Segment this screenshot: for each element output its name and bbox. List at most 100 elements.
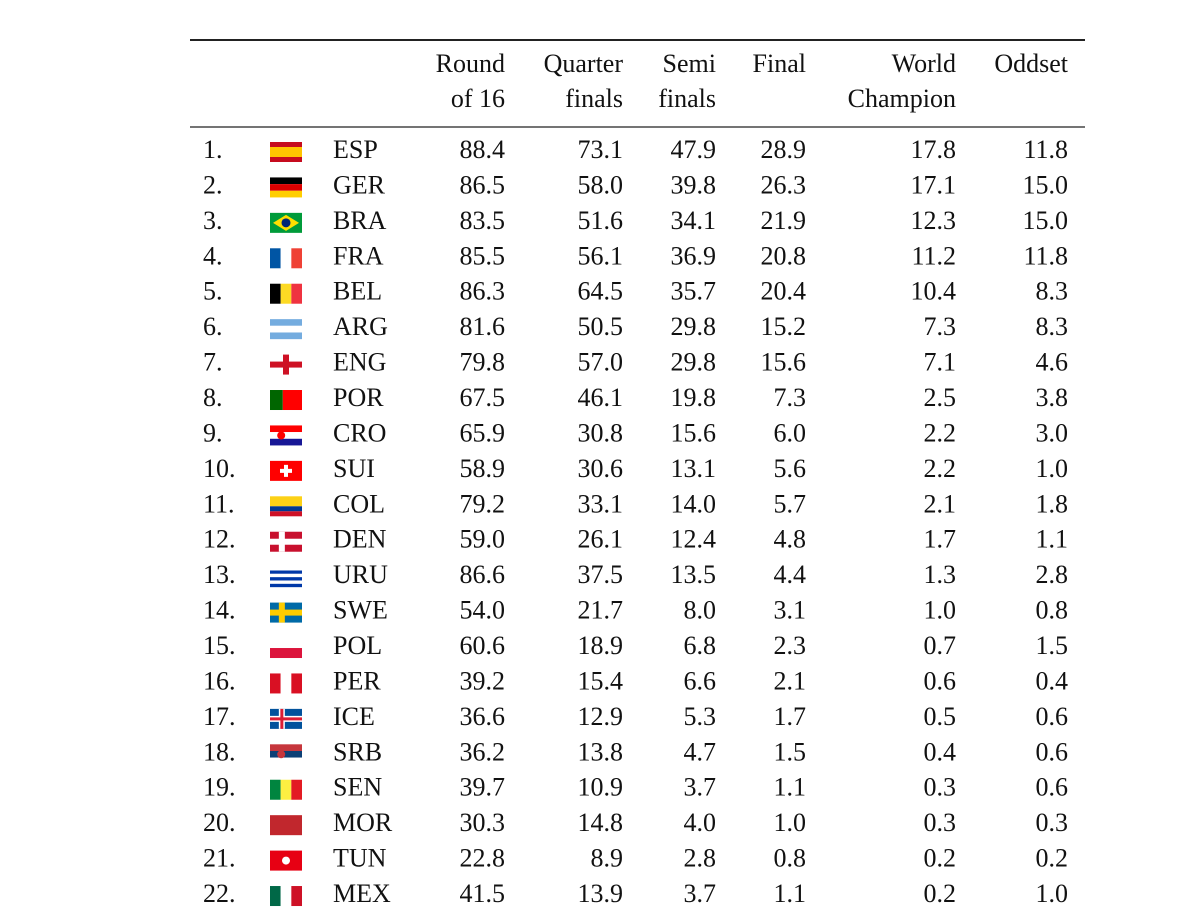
probability: 1.7 [924,525,957,554]
flag [270,815,302,836]
probability: 2.1 [924,489,957,518]
rank: 19. [203,773,236,802]
rank: 14. [203,596,236,625]
team-code: SEN [333,773,382,802]
probability: 13.9 [578,879,624,908]
column-header: finals [565,84,623,113]
team-code: ENG [333,348,386,377]
probability: 4.6 [1036,348,1069,377]
probability: 4.0 [684,808,717,837]
team-code: SUI [333,454,375,483]
probability: 6.8 [684,631,717,660]
flag-stripe [270,438,302,446]
probability: 15.0 [1023,170,1069,199]
probability: 1.0 [924,596,957,625]
probability: 2.1 [774,666,807,695]
probability: 64.5 [578,277,624,306]
probability: 3.1 [774,596,807,625]
flag [270,496,302,517]
team-code: MOR [333,808,393,837]
probability: 36.9 [671,241,717,270]
rank: 11. [203,489,235,518]
probability: 12.3 [911,206,957,235]
flag-stripe [270,648,302,659]
team-code: CRO [333,418,386,447]
flag-stripe [270,567,302,571]
rank: 16. [203,666,236,695]
probability: 0.6 [1036,702,1069,731]
flag-emblem [277,750,286,759]
flag-stripe [282,390,302,411]
flag-stripe [270,757,302,765]
flag [270,779,302,800]
probability: 2.2 [924,454,957,483]
flag-stripe [270,577,302,581]
flag [270,886,302,907]
probability: 21.9 [761,206,807,235]
probability: 0.6 [924,666,957,695]
probability: 33.1 [578,489,624,518]
probability: 26.3 [761,170,807,199]
flag-stripe [270,570,302,574]
team-code: ARG [333,312,388,341]
flag-stripe [270,142,302,147]
flag-stripe [280,283,292,304]
team-code: COL [333,489,385,518]
probability: 36.2 [460,737,506,766]
column-header: World [892,49,956,78]
probability: 88.4 [460,135,506,164]
flag [270,283,302,304]
probability: 11.2 [911,241,956,270]
flag-stripe [270,673,281,694]
probability: 4.8 [774,525,807,554]
team-code: URU [333,560,388,589]
flag [270,850,302,871]
flag [270,425,302,446]
probability: 35.7 [671,277,717,306]
column-header: Champion [848,84,956,113]
probability: 3.7 [684,879,717,908]
probability: 20.8 [761,241,807,270]
flag-cross [270,361,302,368]
probability: 50.5 [578,312,624,341]
column-header: Semi [663,49,716,78]
probability: 85.5 [460,241,506,270]
probability: 39.8 [671,170,717,199]
probability: 58.0 [578,170,624,199]
probability: 0.8 [774,844,807,873]
probability: 8.9 [591,844,624,873]
flag [270,531,302,552]
flag-cross [270,609,302,616]
flag [270,567,302,588]
flag-stripe [270,496,302,507]
probability: 10.4 [911,277,957,306]
probability: 10.9 [578,773,624,802]
rank: 18. [203,737,236,766]
flag [270,142,302,162]
rank: 12. [203,525,236,554]
rank: 17. [203,702,236,731]
rank: 9. [203,418,223,447]
flag-stripe [270,580,302,584]
probability: 47.9 [671,135,717,164]
probability: 1.1 [1036,525,1069,554]
probability: 3.8 [1036,383,1069,412]
column-header: of 16 [451,84,505,113]
team-code: BRA [333,206,387,235]
probability: 17.1 [911,170,957,199]
probability: 0.6 [1036,773,1069,802]
probability: 1.0 [1036,879,1069,908]
flag-stripe [270,319,302,326]
probability: 79.2 [460,489,506,518]
probability: 1.5 [774,737,807,766]
flag-stripe [280,673,292,694]
probability: 3.7 [684,773,717,802]
column-header: Oddset [994,49,1068,78]
flag-stripe [291,779,302,800]
rank: 3. [203,206,223,235]
rank: 4. [203,241,223,270]
flag-emblem [281,218,291,228]
probability: 73.1 [578,135,624,164]
